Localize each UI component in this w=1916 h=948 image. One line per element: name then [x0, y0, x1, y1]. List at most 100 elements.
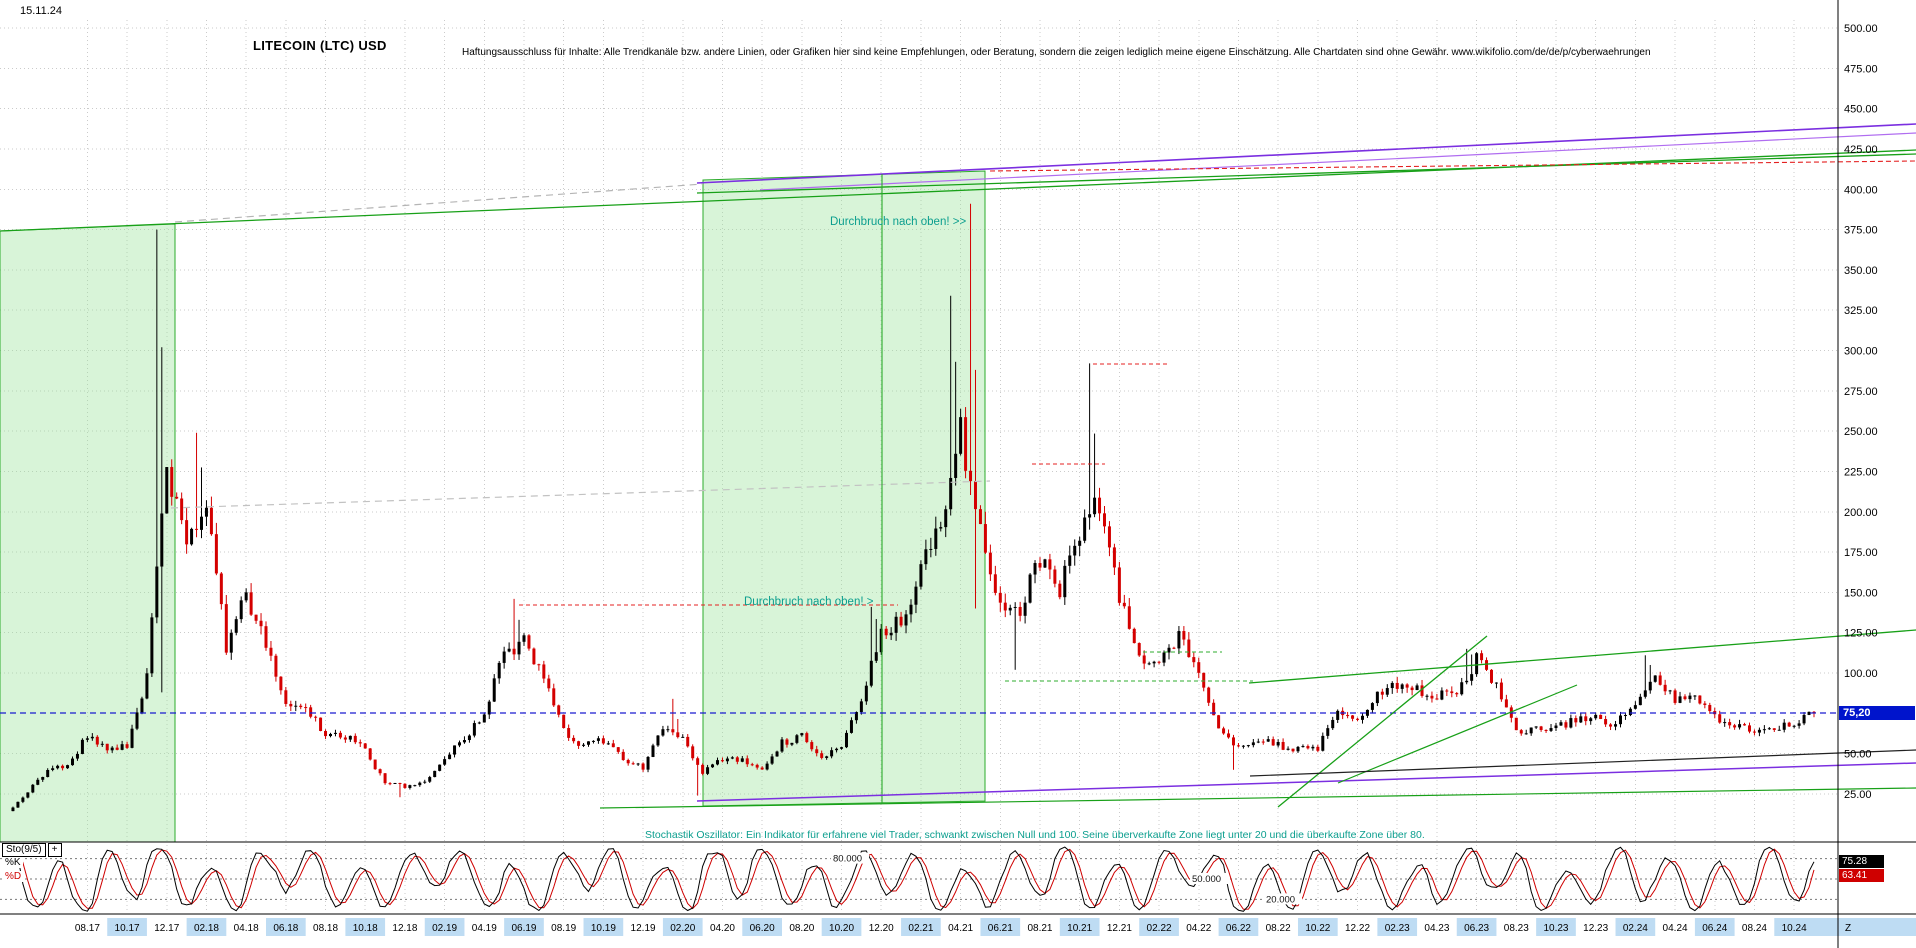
price-axis-label: 250.00: [1844, 426, 1878, 438]
price-axis-label: 175.00: [1844, 547, 1878, 559]
time-axis-label: 10.23: [1543, 923, 1568, 934]
time-axis-label: 02.21: [908, 923, 933, 934]
price-axis-label: 275.00: [1844, 386, 1878, 398]
oscillator-panel: 80.000 50.000 20.000: [0, 845, 1838, 912]
price-axis-label: 300.00: [1844, 346, 1878, 358]
price-axis-label: 375.00: [1844, 225, 1878, 237]
time-axis-label: 06.20: [750, 923, 775, 934]
price-axis-label: 225.00: [1844, 466, 1878, 478]
time-axis-label: 12.21: [1107, 923, 1132, 934]
trendline-green-upper: [696, 153, 1916, 194]
time-axis-label: 02.18: [194, 923, 219, 934]
trendline-green-steep-2: [1337, 684, 1578, 784]
trend-channel-2020: [702, 170, 986, 807]
time-axis-label: 08.21: [1027, 923, 1052, 934]
time-axis-label: 08.22: [1266, 923, 1291, 934]
stochastic-k-line: [7, 845, 1815, 912]
time-axis-label: 02.24: [1623, 923, 1648, 934]
date-label: 15.11.24: [20, 5, 63, 17]
oscillator-level-label: 50.000: [1192, 874, 1221, 885]
price-axis-label: 325.00: [1844, 305, 1878, 317]
grid: [0, 20, 1838, 913]
time-axis-label: 04.23: [1424, 923, 1449, 934]
time-axis-label: 04.18: [234, 923, 259, 934]
time-axis-label: 06.18: [273, 923, 298, 934]
price-axis-label: 125.00: [1844, 628, 1878, 640]
price-axis-label: 50.00: [1844, 749, 1872, 761]
stochastic-d-label: %D: [3, 871, 24, 882]
price-axis-label: 450.00: [1844, 104, 1878, 116]
trendline-purple-upper: [696, 123, 1916, 184]
price-axis-label: 425.00: [1844, 144, 1878, 156]
time-axis-label: Z: [1845, 923, 1851, 934]
time-axis-label: 12.20: [869, 923, 894, 934]
candlestick-series: [11, 203, 1816, 812]
time-axis-label: 04.22: [1186, 923, 1211, 934]
trendline-purple-lower: [696, 762, 1916, 802]
add-indicator-button[interactable]: +: [47, 843, 62, 857]
price-axis-label: 150.00: [1844, 587, 1878, 599]
price-axis-label: 25.00: [1844, 789, 1872, 801]
resistance-red-top: [989, 160, 1916, 172]
price-axis-label: 200.00: [1844, 507, 1878, 519]
stochastic-k-label: %K: [3, 857, 23, 868]
time-axis-label: 02.22: [1147, 923, 1172, 934]
price-axis-label: 350.00: [1844, 265, 1878, 277]
trendline-gray-mid: [170, 480, 991, 509]
time-axis-label: 08.23: [1504, 923, 1529, 934]
trend-channels: [0, 170, 986, 843]
trendline-green-steep-1: [1277, 635, 1488, 808]
time-axis-label: 06.19: [511, 923, 536, 934]
indicator-toolbar: Sto(9/5) +: [2, 843, 62, 857]
time-axis-label: 12.17: [154, 923, 179, 934]
time-axis-label: 06.22: [1226, 923, 1251, 934]
trendline-green-long: [0, 149, 1916, 232]
time-axis-label: 12.19: [631, 923, 656, 934]
time-axis-label: 02.20: [670, 923, 695, 934]
time-axis-label: 06.24: [1702, 923, 1727, 934]
stochastic-d-line: [7, 845, 1815, 910]
time-axis-label: 10.20: [829, 923, 854, 934]
trend-channel-2017: [0, 223, 176, 843]
time-axis-label: 10.22: [1305, 923, 1330, 934]
price-axis-label: 475.00: [1844, 63, 1878, 75]
time-axis-label: 08.19: [551, 923, 576, 934]
time-axis-label: 04.20: [710, 923, 735, 934]
time-axis-label: 06.21: [988, 923, 1013, 934]
time-axis-label: 04.21: [948, 923, 973, 934]
disclaimer-text: Haftungsausschluss für Inhalte: Alle Tre…: [462, 47, 1651, 58]
price-axis-label: 400.00: [1844, 184, 1878, 196]
price-axis-label: 500.00: [1844, 23, 1878, 35]
breakout-annotation-upper: Durchbruch nach oben! >>: [830, 216, 967, 228]
time-axis-label: 08.20: [789, 923, 814, 934]
time-axis-label: 10.18: [353, 923, 378, 934]
time-axis-label: 10.24: [1782, 923, 1807, 934]
trendline-dark-lower: [1249, 749, 1916, 777]
time-axis-label: 12.22: [1345, 923, 1370, 934]
time-axis-label: 12.23: [1583, 923, 1608, 934]
indicator-settings-button[interactable]: Sto(9/5): [2, 843, 46, 857]
stoch-d-badge: 63.41: [1839, 869, 1884, 882]
trendlines: [0, 123, 1916, 809]
oscillator-level-label: 80.000: [833, 854, 862, 865]
price-axis-label: 100.00: [1844, 668, 1878, 680]
time-axis-label: 06.23: [1464, 923, 1489, 934]
time-axis-label: 08.18: [313, 923, 338, 934]
trendline-violet-upper-2: [759, 132, 1916, 191]
stoch-k-badge: 75.28: [1839, 855, 1884, 868]
current-price-badge: 75,20: [1839, 706, 1915, 720]
time-axis-label: 04.24: [1663, 923, 1688, 934]
breakout-annotation-lower: Durchbruch nach oben! >: [744, 596, 874, 608]
trendline-green-lower: [599, 787, 1916, 809]
trendline-green-2023: [1248, 629, 1916, 684]
time-axis-label: 10.21: [1067, 923, 1092, 934]
trendline-gray-projection: [174, 183, 704, 223]
time-axis-label: 08.17: [75, 923, 100, 934]
time-axis-label: 02.23: [1385, 923, 1410, 934]
time-axis-label: 10.19: [591, 923, 616, 934]
chart-title: LITECOIN (LTC) USD: [253, 38, 387, 53]
oscillator-level-label: 20.000: [1266, 894, 1295, 905]
